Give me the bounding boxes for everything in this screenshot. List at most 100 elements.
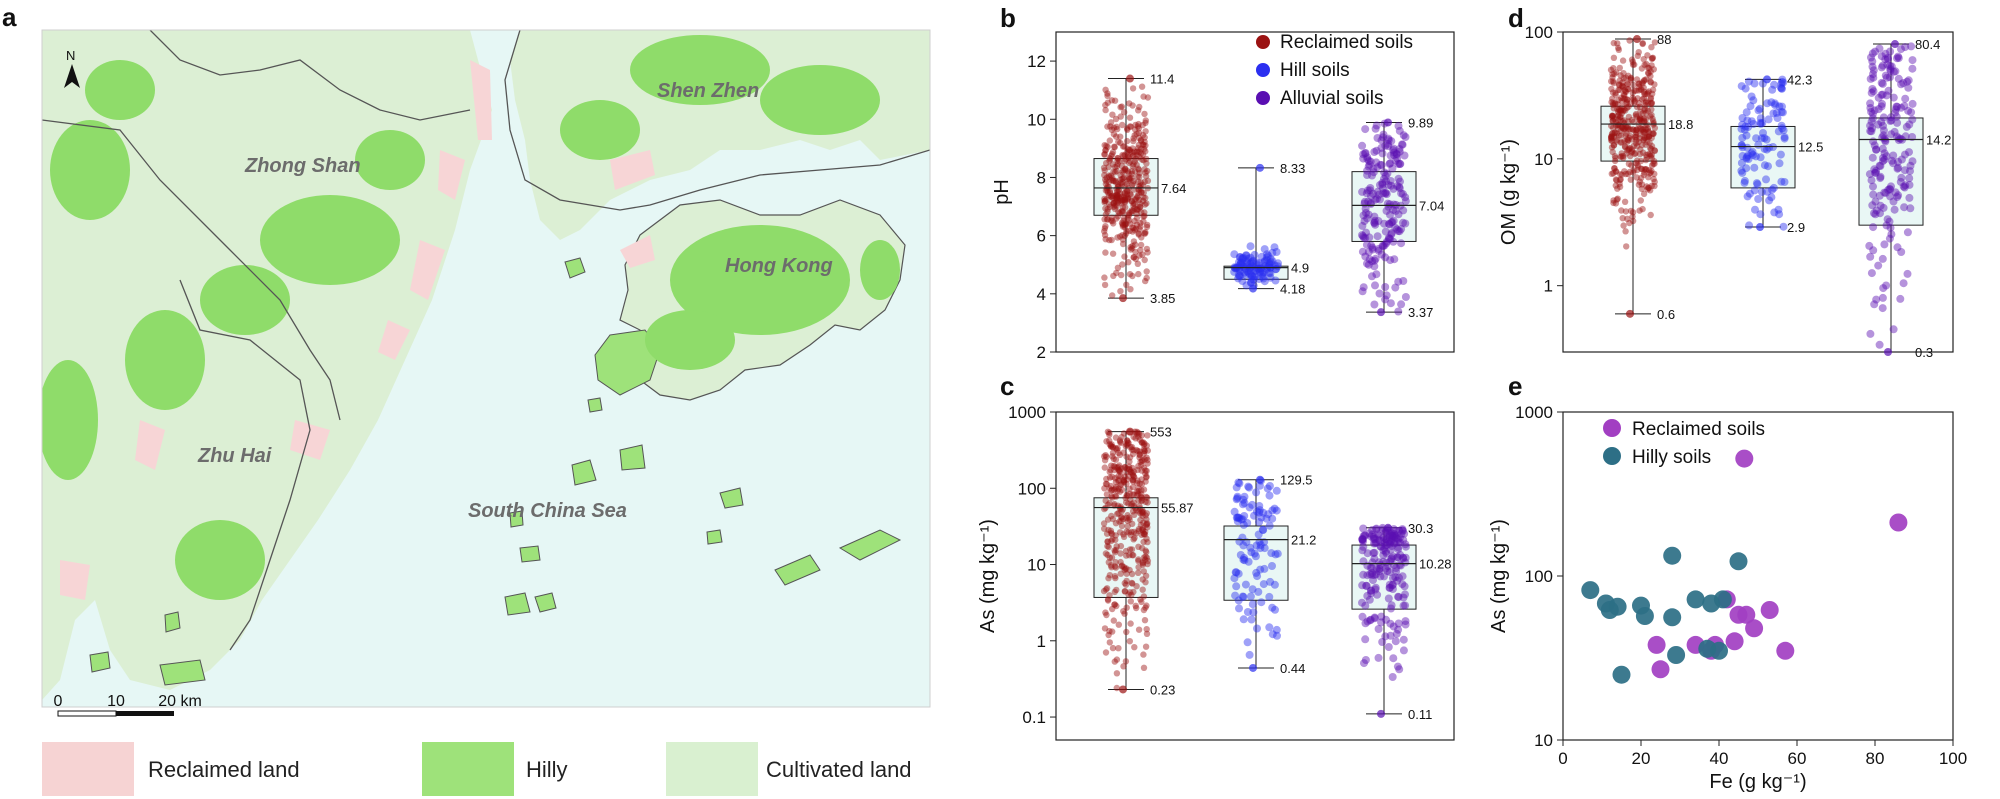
point bbox=[1890, 205, 1899, 214]
point bbox=[1361, 601, 1370, 610]
point bbox=[1128, 579, 1136, 587]
point bbox=[1869, 190, 1878, 199]
point bbox=[1131, 217, 1138, 225]
point bbox=[1142, 470, 1149, 477]
point bbox=[1136, 480, 1144, 487]
point bbox=[1230, 574, 1239, 583]
point bbox=[1363, 155, 1372, 164]
point bbox=[1636, 116, 1643, 124]
point bbox=[1738, 143, 1747, 152]
point bbox=[1126, 114, 1134, 121]
box-d-reclaimed-soils bbox=[1600, 105, 1666, 162]
point bbox=[1870, 141, 1879, 150]
ytick-label-b-2: 6 bbox=[1037, 227, 1046, 246]
point bbox=[1112, 559, 1119, 566]
point bbox=[1106, 157, 1113, 164]
point bbox=[1112, 532, 1119, 539]
point bbox=[1135, 166, 1142, 173]
point bbox=[1262, 514, 1271, 523]
point bbox=[1395, 160, 1404, 168]
point bbox=[1644, 69, 1652, 77]
point bbox=[1622, 88, 1630, 96]
point bbox=[1633, 174, 1640, 181]
xtick-label-e-2: 40 bbox=[1710, 749, 1729, 768]
legend-label-hill-soils: Hill soils bbox=[1280, 60, 1350, 81]
point bbox=[1370, 534, 1379, 543]
point bbox=[1131, 132, 1138, 139]
point bbox=[1108, 564, 1115, 571]
point bbox=[1877, 63, 1886, 72]
point bbox=[1138, 209, 1145, 216]
point bbox=[1100, 587, 1108, 595]
point bbox=[1643, 60, 1650, 68]
point bbox=[1141, 447, 1148, 455]
point bbox=[1392, 534, 1401, 543]
point bbox=[1115, 466, 1122, 474]
label-min-c-reclaimed-soils: 0.23 bbox=[1150, 682, 1175, 697]
point bbox=[1611, 165, 1618, 172]
point bbox=[1128, 570, 1136, 578]
point bbox=[1141, 256, 1148, 264]
point bbox=[1612, 154, 1619, 162]
point bbox=[1123, 528, 1130, 535]
point bbox=[1246, 259, 1255, 268]
point bbox=[1130, 161, 1137, 168]
label-median-c-hill-soils: 21.2 bbox=[1291, 533, 1316, 548]
point bbox=[1140, 439, 1147, 446]
point bbox=[1108, 217, 1115, 224]
point bbox=[1618, 97, 1626, 105]
point bbox=[1382, 190, 1391, 199]
point bbox=[1263, 484, 1272, 493]
point bbox=[1902, 122, 1911, 131]
point bbox=[1618, 153, 1625, 160]
point bbox=[1105, 559, 1113, 566]
point bbox=[1113, 185, 1120, 193]
point bbox=[1629, 89, 1636, 97]
point bbox=[1894, 163, 1903, 172]
point bbox=[1879, 157, 1887, 166]
point bbox=[1618, 124, 1626, 131]
point bbox=[1637, 117, 1644, 124]
point bbox=[1142, 117, 1150, 124]
point bbox=[1115, 197, 1123, 204]
plot-frame-c bbox=[1055, 411, 1455, 741]
point bbox=[1641, 61, 1648, 69]
point bbox=[1389, 216, 1398, 225]
point bbox=[1123, 552, 1130, 559]
point bbox=[1634, 166, 1641, 174]
point bbox=[1637, 86, 1644, 93]
point bbox=[1246, 253, 1255, 262]
point bbox=[1268, 257, 1277, 266]
point bbox=[1104, 538, 1111, 545]
point bbox=[1616, 176, 1624, 184]
point bbox=[1118, 517, 1125, 525]
point bbox=[1908, 64, 1917, 73]
point bbox=[1132, 225, 1140, 232]
point bbox=[1897, 45, 1905, 54]
point bbox=[1106, 485, 1113, 492]
point bbox=[1117, 482, 1124, 489]
point bbox=[1625, 137, 1632, 144]
point bbox=[1632, 87, 1640, 94]
point-min bbox=[1119, 294, 1127, 303]
point bbox=[1119, 208, 1127, 215]
point bbox=[1394, 553, 1402, 562]
point bbox=[1367, 241, 1376, 250]
point bbox=[1768, 85, 1777, 94]
point bbox=[1401, 293, 1410, 301]
point bbox=[1137, 179, 1144, 186]
point bbox=[1252, 258, 1261, 267]
point bbox=[1872, 166, 1880, 175]
point bbox=[1125, 154, 1133, 161]
point bbox=[1373, 590, 1382, 599]
point bbox=[1637, 108, 1644, 116]
point bbox=[1396, 538, 1405, 547]
point bbox=[1901, 181, 1910, 190]
point bbox=[1651, 81, 1658, 88]
map-legend: Reclaimed land Hilly Cultivated land bbox=[42, 742, 912, 796]
point bbox=[1274, 259, 1282, 268]
point bbox=[1241, 264, 1250, 273]
point bbox=[1135, 206, 1142, 213]
point bbox=[1772, 108, 1781, 117]
point bbox=[1258, 525, 1267, 534]
